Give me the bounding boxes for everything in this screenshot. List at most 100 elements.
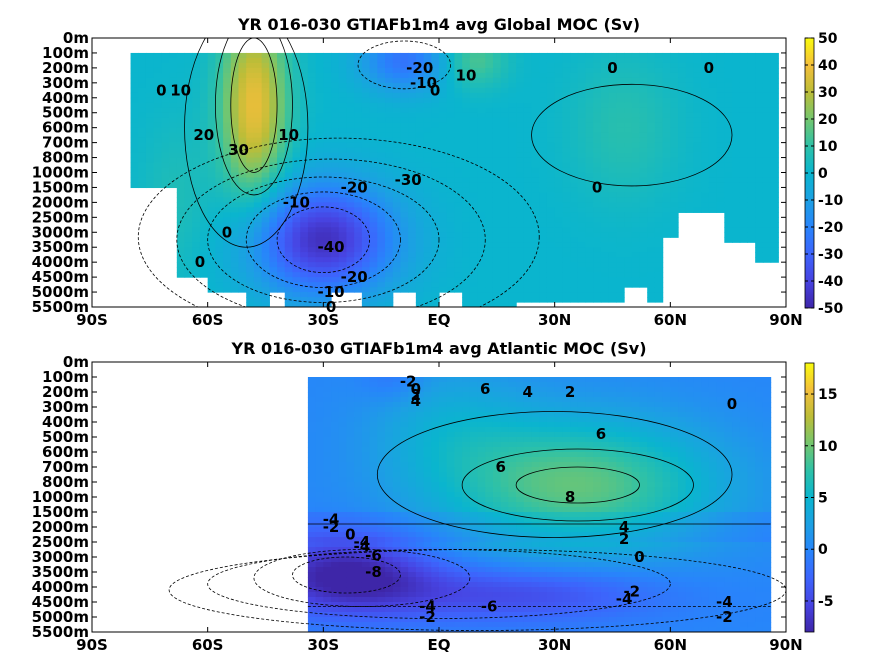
heatmap-cell [408, 537, 416, 543]
heatmap-cell [454, 492, 462, 498]
heatmap-cell [362, 98, 370, 104]
heatmap-cell [454, 577, 462, 583]
heatmap-cell [454, 222, 462, 228]
heatmap-cell [246, 207, 254, 213]
heatmap-cell [616, 113, 624, 119]
heatmap-cell [470, 232, 478, 238]
heatmap-cell [462, 173, 470, 179]
heatmap-cell [254, 138, 262, 144]
heatmap-cell [670, 227, 678, 233]
heatmap-cell [354, 133, 362, 139]
heatmap-cell [771, 53, 779, 59]
heatmap-cell [308, 487, 316, 493]
heatmap-cell [493, 232, 501, 238]
heatmap-cell [632, 78, 640, 84]
heatmap-cell [485, 143, 493, 149]
heatmap-cell [570, 118, 578, 124]
heatmap-cell [308, 272, 316, 278]
heatmap-cell [493, 98, 501, 104]
heatmap-cell [593, 123, 601, 129]
heatmap-cell [262, 143, 270, 149]
heatmap-cell [586, 277, 594, 283]
heatmap-cell [439, 622, 447, 628]
heatmap-cell [678, 143, 686, 149]
heatmap-cell [524, 103, 532, 109]
heatmap-cell [370, 392, 378, 398]
heatmap-cell [215, 103, 223, 109]
heatmap-cell [177, 153, 185, 159]
heatmap-cell [377, 497, 385, 503]
heatmap-cell [346, 128, 354, 134]
heatmap-cell [470, 247, 478, 253]
heatmap-cell [254, 177, 262, 183]
heatmap-cell [586, 123, 594, 129]
heatmap-cell [547, 158, 555, 164]
heatmap-cell [138, 83, 146, 89]
heatmap-cell [416, 427, 424, 433]
heatmap-cell [470, 143, 478, 149]
heatmap-cell [724, 108, 732, 114]
heatmap-cell [539, 207, 547, 213]
heatmap-cell [639, 128, 647, 134]
heatmap-cell [632, 277, 640, 283]
heatmap-cell [454, 592, 462, 598]
heatmap-cell [177, 187, 185, 193]
heatmap-cell [532, 83, 540, 89]
heatmap-cell [316, 78, 324, 84]
heatmap-cell [732, 63, 740, 69]
heatmap-cell [431, 457, 439, 463]
heatmap-cell [732, 212, 740, 218]
heatmap-cell [431, 287, 439, 293]
heatmap-cell [724, 197, 732, 203]
heatmap-cell [478, 262, 486, 268]
heatmap-cell [254, 282, 262, 288]
heatmap-cell [609, 257, 617, 263]
heatmap-cell [408, 202, 416, 208]
heatmap-cell [639, 187, 647, 193]
heatmap-cell [316, 442, 324, 448]
heatmap-cell [516, 257, 524, 263]
heatmap-cell [269, 212, 277, 218]
heatmap-cell [146, 98, 154, 104]
heatmap-cell [624, 68, 632, 74]
heatmap-cell [593, 217, 601, 223]
heatmap-cell [185, 247, 193, 253]
heatmap-cell [354, 217, 362, 223]
heatmap-cell [339, 472, 347, 478]
heatmap-cell [663, 173, 671, 179]
heatmap-cell [470, 148, 478, 154]
heatmap-cell [616, 217, 624, 223]
heatmap-cell [747, 217, 755, 223]
heatmap-cell [385, 467, 393, 473]
heatmap-cell [346, 412, 354, 418]
heatmap-cell [354, 108, 362, 114]
heatmap-cell [424, 407, 432, 413]
heatmap-cell [346, 392, 354, 398]
heatmap-cell [308, 98, 316, 104]
heatmap-cell [755, 53, 763, 59]
heatmap-cell [316, 377, 324, 383]
heatmap-cell [354, 517, 362, 523]
heatmap-cell [724, 168, 732, 174]
heatmap-cell [701, 153, 709, 159]
heatmap-cell [663, 138, 671, 144]
heatmap-cell [370, 173, 378, 179]
heatmap-cell [624, 113, 632, 119]
heatmap-cell [377, 58, 385, 64]
heatmap-cell [586, 242, 594, 248]
heatmap-cell [362, 287, 370, 293]
heatmap-cell [339, 577, 347, 583]
heatmap-cell [223, 78, 231, 84]
heatmap-cell [424, 202, 432, 208]
heatmap-cell [370, 257, 378, 263]
heatmap-cell [524, 262, 532, 268]
heatmap-cell [416, 277, 424, 283]
heatmap-cell [239, 222, 247, 228]
heatmap-cell [331, 88, 339, 94]
heatmap-cell [177, 237, 185, 243]
heatmap-cell [740, 192, 748, 198]
heatmap-cell [439, 527, 447, 533]
heatmap-cell [393, 247, 401, 253]
heatmap-cell [292, 98, 300, 104]
heatmap-cell [586, 252, 594, 258]
